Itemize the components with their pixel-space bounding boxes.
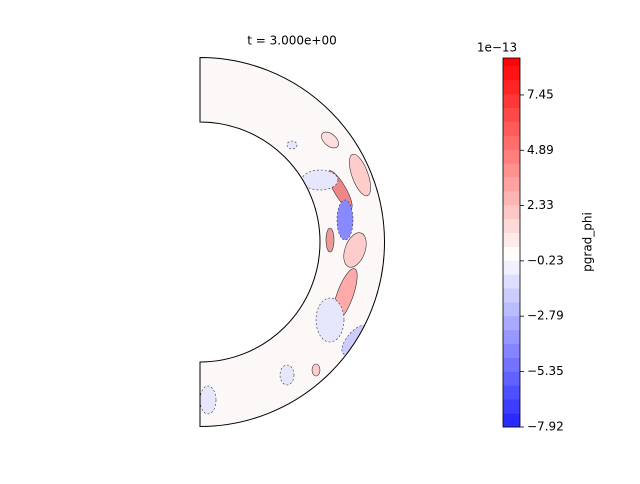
blob xyxy=(279,364,295,386)
colorbar-band xyxy=(503,232,520,247)
blob xyxy=(336,199,354,241)
colorbar-band xyxy=(503,302,520,317)
colorbar-band xyxy=(503,399,520,414)
colorbar-band xyxy=(503,274,520,289)
contour-field xyxy=(199,56,385,428)
colorbar-band xyxy=(503,343,520,358)
colorbar-tick-label: 2.33 xyxy=(527,198,554,212)
colorbar-frame xyxy=(502,57,521,428)
colorbar-band xyxy=(503,218,520,233)
blob xyxy=(321,131,339,149)
blob xyxy=(286,140,298,150)
colorbar-band xyxy=(503,246,520,261)
colorbar-band xyxy=(503,413,520,428)
colorbar-band xyxy=(503,58,520,67)
colorbar-band xyxy=(503,357,520,372)
blob xyxy=(311,363,321,377)
colorbar-band xyxy=(503,107,520,122)
colorbar: −7.92 −5.35 −2.79 −0.23 2.33 4.89 7.45 xyxy=(502,57,564,434)
colorbar-tick-label: 7.45 xyxy=(527,87,554,101)
plot-title: t = 3.000e+00 xyxy=(247,34,336,48)
colorbar-tick-label: −0.23 xyxy=(527,253,564,267)
colorbar-tick-label: −7.92 xyxy=(527,420,564,434)
colorbar-band xyxy=(503,204,520,220)
colorbar-band xyxy=(503,371,520,386)
colorbar-band xyxy=(503,163,520,178)
colorbar-offset: 1e−13 xyxy=(477,41,517,55)
colorbar-label: pgrad_phi xyxy=(581,212,595,272)
colorbar-band xyxy=(503,385,520,400)
colorbar-band xyxy=(503,121,520,136)
blob xyxy=(301,169,339,191)
colorbar-band xyxy=(503,191,520,206)
colorbar-band xyxy=(503,329,520,345)
colorbar-band xyxy=(503,79,520,95)
blob xyxy=(200,385,217,415)
colorbar-band xyxy=(503,93,520,109)
colorbar-band xyxy=(503,177,520,192)
colorbar-band xyxy=(503,315,520,331)
blob xyxy=(315,297,345,343)
blob xyxy=(325,227,335,253)
colorbar-band xyxy=(503,260,520,275)
colorbar-tick-label: 4.89 xyxy=(527,143,554,157)
blob xyxy=(343,232,367,268)
colorbar-tick-label: −5.35 xyxy=(527,364,564,378)
colorbar-band xyxy=(503,288,520,303)
colorbar-band xyxy=(503,66,520,81)
colorbar-band xyxy=(503,135,520,150)
colorbar-tick-label: −2.79 xyxy=(527,309,564,323)
colorbar-band xyxy=(503,149,520,164)
blob xyxy=(349,153,371,197)
shell-outline xyxy=(199,56,385,428)
